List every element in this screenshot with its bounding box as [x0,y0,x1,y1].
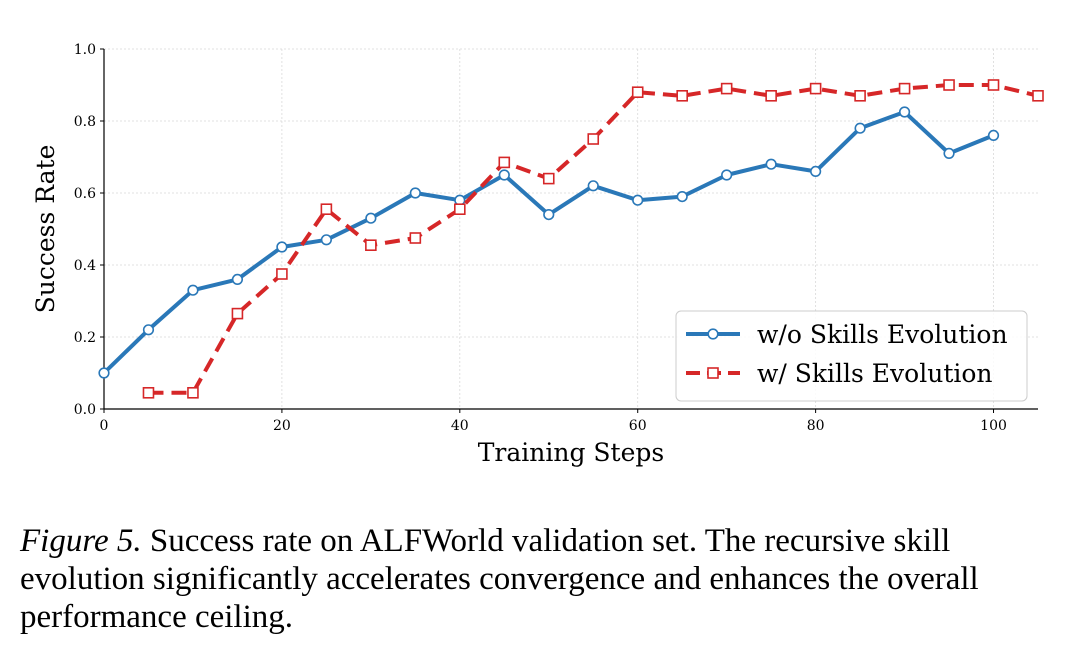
data-point [676,191,688,203]
data-point [231,307,244,320]
data-point [231,273,244,286]
data-point [187,386,199,399]
data-point [542,172,555,185]
data-point [987,129,1000,141]
data-point [1032,90,1044,102]
x-tick-label: 20 [273,418,291,434]
data-point [320,234,332,246]
data-point [409,187,421,199]
axes: 0 20 40 60 80 100 0.0 0.2 0.4 0.6 0.8 1.0 Training S… [31,42,1038,467]
data-point [854,90,866,102]
data-point [409,232,422,244]
data-point [720,82,733,95]
data-point [898,82,911,95]
x-tick-label: 40 [451,418,469,434]
legend-label: w/ Skills Evolution [757,359,993,388]
data-point [365,239,377,251]
y-tick-label: 0.0 [74,402,96,418]
data-point [809,82,822,95]
legend-marker [707,328,719,340]
data-point [365,212,377,224]
figure-label: Figure 5. [20,523,142,559]
data-point [587,133,600,145]
data-point [587,180,599,192]
y-tick-label: 0.4 [74,258,96,274]
data-point [943,79,955,91]
series-layer [98,79,1044,399]
y-tick-label: 0.2 [74,330,96,346]
data-point [142,386,155,399]
data-point [498,156,511,169]
data-point [765,90,777,102]
data-point [276,268,288,280]
data-point [631,86,644,98]
y-tick-label: 1.0 [74,42,96,58]
data-point [320,203,333,215]
data-point [676,90,688,102]
legend-box [675,310,1028,402]
data-point [898,106,911,118]
data-point [142,324,155,336]
legend: w/o Skills Evolution w/ Skills Evolution [675,310,1028,402]
x-tick-label: 80 [807,418,825,434]
data-point [943,147,955,159]
data-point [987,79,1000,91]
y-tick-label: 0.6 [74,186,96,202]
data-point [543,209,555,221]
data-point [721,169,733,181]
data-point [765,158,777,170]
legend-marker [707,367,719,379]
data-point [498,169,510,181]
data-point [98,367,110,379]
y-tick-label: 0.8 [74,114,96,130]
x-tick-label: 60 [629,418,647,434]
data-point [187,284,199,296]
x-tick-label: 100 [980,418,1007,434]
legend-label: w/o Skills Evolution [757,320,1008,349]
caption-text: Success rate on ALFWorld validation set.… [20,523,979,635]
figure-caption: Figure 5. Success rate on ALFWorld valid… [20,522,1065,636]
line-chart: 0 20 40 60 80 100 0.0 0.2 0.4 0.6 0.8 1.0 Training S… [31,42,1044,467]
x-axis-label: Training Steps [478,438,664,467]
data-point [632,194,644,206]
data-point [454,203,466,215]
data-point [810,165,822,177]
x-tick-label: 0 [100,418,109,434]
y-axis-label: Success Rate [31,145,60,314]
data-point [276,241,288,253]
data-point [854,122,866,134]
